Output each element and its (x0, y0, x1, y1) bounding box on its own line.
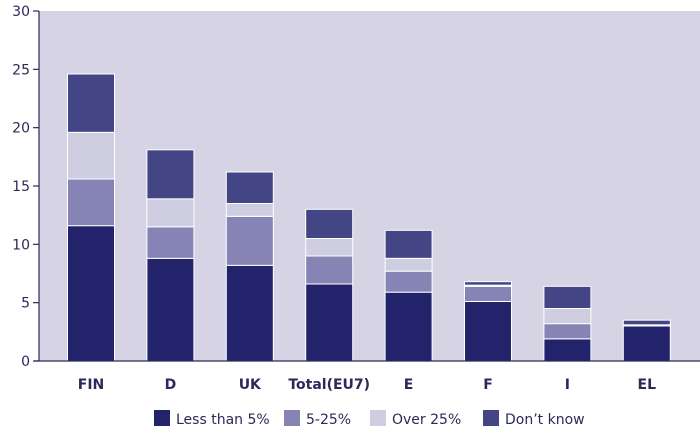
legend-swatch-4 (483, 410, 499, 426)
bar-segment-1-5 (384, 291, 433, 362)
bar-segment-2-5 (384, 270, 433, 293)
y-tick-label: 15 (12, 179, 30, 195)
y-tick-label: 0 (21, 354, 30, 370)
bar-segment-4-4 (305, 208, 354, 239)
x-tick-label: F (483, 377, 493, 393)
bar-segment-3-1 (67, 131, 115, 180)
plot-background (39, 11, 700, 361)
legend-label-2: 5-25% (306, 412, 351, 428)
bar-segment-2-1 (67, 178, 115, 227)
x-tick-label: FIN (78, 377, 105, 393)
y-tick-label: 30 (12, 4, 30, 20)
x-tick-label: UK (239, 377, 262, 393)
x-tick-label: D (165, 377, 177, 393)
bar-segment-1-3 (225, 264, 274, 362)
axes: 0 5 10 15 20 25 30 FIN D UK Total(EU7) E F I EL (12, 4, 700, 393)
y-tick-label: 5 (21, 296, 30, 312)
x-tick-label: EL (638, 377, 657, 393)
legend-label-1: Less than 5% (176, 412, 270, 428)
bar-segment-4-5 (384, 229, 433, 259)
bar-segment-4-6 (464, 281, 512, 286)
bar-segment-4-1 (67, 73, 115, 133)
legend-label-3: Over 25% (392, 412, 461, 428)
bar-segment-2-2 (146, 226, 195, 259)
legend-swatch-1 (154, 410, 170, 426)
legend-swatch-3 (370, 410, 386, 426)
plot-area (39, 11, 700, 362)
bar-segment-2-4 (305, 255, 354, 285)
y-tick-label: 20 (12, 121, 30, 137)
bar-segment-4-8 (622, 319, 671, 326)
bar-segment-4-2 (146, 149, 195, 200)
legend: Less than 5% 5-25% Over 25% Don’t know (154, 410, 585, 428)
bar-segment-4-3 (225, 171, 274, 204)
bar-segment-1-6 (464, 301, 512, 362)
x-tick-label: Total(EU7) (288, 377, 370, 393)
bar-segment-2-6 (464, 285, 512, 303)
x-tick-label: E (404, 377, 414, 393)
bar-segment-1-4 (305, 283, 354, 362)
bar-segment-2-3 (225, 215, 274, 266)
y-tick-label: 25 (12, 62, 30, 78)
legend-swatch-2 (284, 410, 300, 426)
bar-segment-3-5 (384, 257, 433, 272)
legend-label-4: Don’t know (505, 412, 585, 428)
x-tick-label: I (565, 377, 570, 393)
bar-segment-1-2 (146, 257, 195, 362)
y-tick-label: 10 (12, 237, 30, 253)
bar-segment-3-3 (225, 203, 274, 217)
bar-segment-1-1 (67, 225, 115, 362)
bar-segment-3-4 (305, 238, 354, 257)
bar-segment-1-7 (543, 338, 592, 362)
bar-segment-3-2 (146, 198, 195, 228)
bar-segment-2-7 (543, 323, 592, 340)
bar-segment-1-8 (622, 325, 671, 362)
bar-segment-4-7 (543, 285, 592, 310)
bar-segment-3-7 (543, 308, 592, 325)
